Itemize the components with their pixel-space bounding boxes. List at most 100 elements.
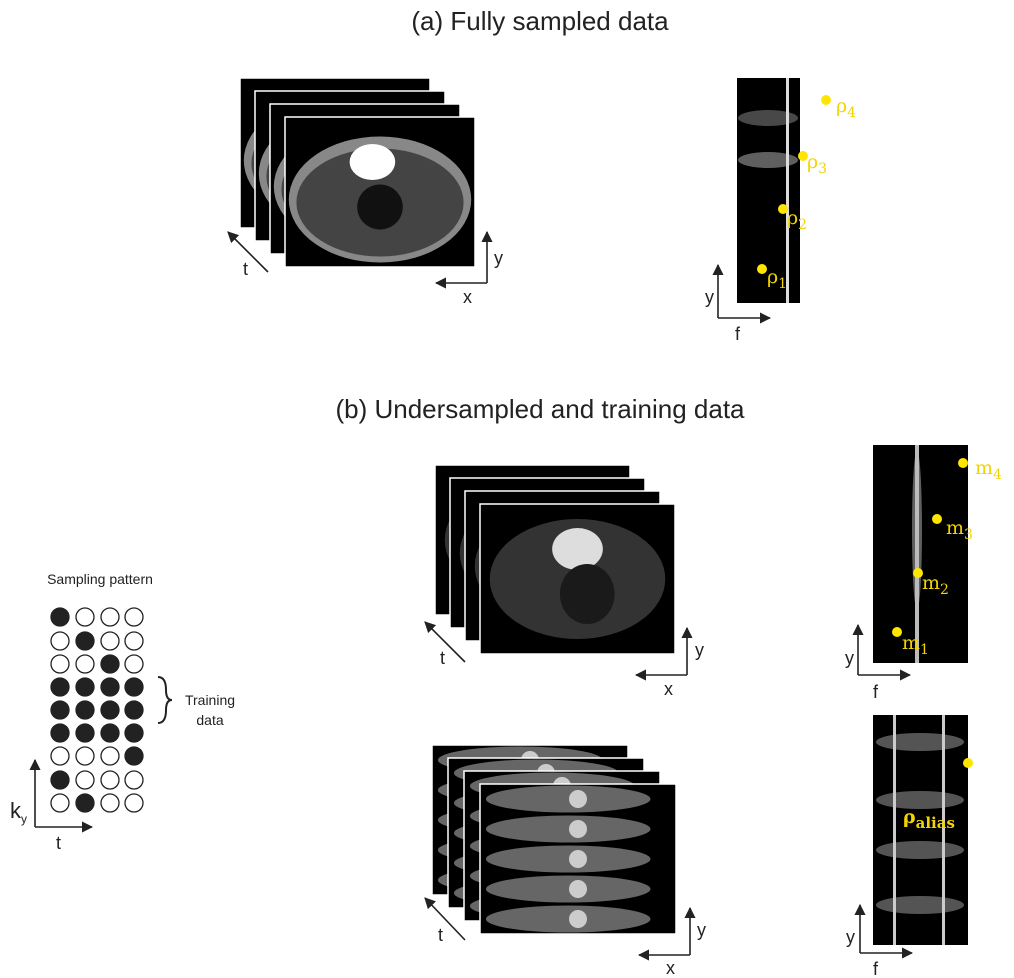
axis-label: y (494, 248, 503, 268)
alias-copy (486, 786, 651, 813)
figure: (a) Fully sampled data t y x ρ4 ρ3 ρ2 ρ1… (0, 0, 1014, 978)
subscript: 1 (920, 642, 929, 658)
heart (552, 528, 603, 570)
unsampled (125, 794, 143, 812)
alias-heart (569, 790, 587, 808)
axis-label: x (666, 958, 675, 978)
point (821, 95, 831, 105)
sampled (125, 724, 143, 742)
page: (a) Fully sampled data t y x ρ4 ρ3 ρ2 ρ1… (0, 0, 1014, 978)
unsampled (125, 608, 143, 626)
sampled (125, 678, 143, 696)
sampled (76, 701, 94, 719)
unsampled (125, 632, 143, 650)
unsampled (125, 655, 143, 673)
sampled (125, 701, 143, 719)
axis-label: y (695, 640, 704, 660)
panel-title: (b) Undersampled and training data (335, 394, 745, 424)
sampled (101, 655, 119, 673)
band (876, 896, 964, 914)
axis-label: x (664, 679, 673, 699)
axis-label: y (846, 927, 855, 947)
sampled (125, 747, 143, 765)
brace (158, 677, 172, 723)
axis-label: y (705, 287, 714, 307)
sampled (76, 724, 94, 742)
sampling-title: Sampling pattern (47, 571, 153, 587)
band (876, 841, 964, 859)
organ (560, 564, 615, 624)
subscript: 2 (940, 582, 949, 598)
axis-label: ky (10, 798, 27, 826)
alias-copy (486, 816, 651, 843)
subscript: 2 (798, 217, 807, 233)
spectrum-part (786, 78, 789, 303)
symbol: ρ (807, 151, 818, 173)
sampled (51, 678, 69, 696)
heart (350, 144, 396, 180)
symbol: m (902, 632, 920, 654)
unsampled (76, 655, 94, 673)
band (876, 733, 964, 751)
sampled (101, 701, 119, 719)
point (932, 514, 942, 524)
subscript: y (21, 812, 27, 826)
unsampled (101, 608, 119, 626)
alias-heart (569, 910, 587, 928)
subscript: 4 (847, 105, 856, 121)
symbol: ρ (836, 95, 847, 117)
sampled (76, 678, 94, 696)
symbol: m (922, 572, 940, 594)
alias-copy (486, 906, 651, 933)
point (963, 758, 973, 768)
axis-label: y (845, 648, 854, 668)
training-label: data (196, 712, 223, 728)
alias-heart (569, 850, 587, 868)
spectrum (873, 445, 968, 663)
point (958, 458, 968, 468)
line (893, 715, 896, 945)
subscript: alias (916, 814, 955, 832)
subscript: 4 (993, 467, 1002, 483)
axis-label: t (243, 259, 248, 279)
sampled (51, 724, 69, 742)
symbol: m (975, 457, 993, 479)
sampled (101, 678, 119, 696)
symbol: ρ (787, 207, 798, 229)
unsampled (125, 771, 143, 789)
training-label: Training (185, 692, 235, 708)
unsampled (51, 655, 69, 673)
subscript: 3 (818, 161, 827, 177)
sampled (76, 794, 94, 812)
axis-label: x (463, 287, 472, 307)
unsampled (76, 747, 94, 765)
sampled (51, 608, 69, 626)
band (876, 791, 964, 809)
axis-label: y (697, 920, 706, 940)
point (892, 627, 902, 637)
axis-label: t (438, 925, 443, 945)
point (757, 264, 767, 274)
alias-heart (569, 820, 587, 838)
point-label: m4 (975, 457, 1002, 483)
sampled (76, 632, 94, 650)
sampled (51, 771, 69, 789)
subscript: 1 (778, 276, 787, 292)
sampled (101, 724, 119, 742)
axis-label: f (873, 959, 879, 978)
unsampled (101, 632, 119, 650)
image-stack (432, 745, 676, 934)
axis-label: f (873, 682, 879, 702)
point-label: ρ4 (836, 95, 856, 121)
unsampled (101, 747, 119, 765)
symbol: m (946, 517, 964, 539)
axis-label: f (735, 324, 741, 344)
axis-label: t (56, 833, 61, 853)
image-stack (435, 465, 675, 654)
subscript: 3 (964, 527, 973, 543)
sampled (51, 701, 69, 719)
alias-copy (486, 876, 651, 903)
alias-copy (486, 846, 651, 873)
image-stack (240, 78, 475, 267)
panel-title: (a) Fully sampled data (411, 6, 669, 36)
